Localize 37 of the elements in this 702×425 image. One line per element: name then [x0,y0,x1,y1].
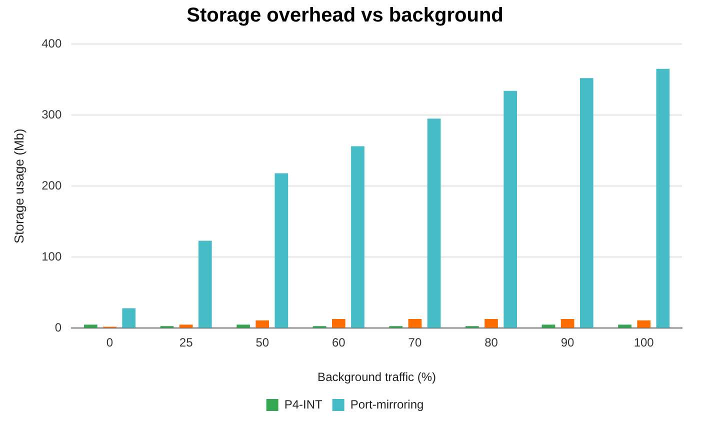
x-tick-label: 80 [484,336,498,350]
bar [332,318,346,328]
bar [484,318,498,328]
bar [122,308,136,328]
x-tick-label: 0 [106,336,114,350]
bar [84,324,98,328]
bar [656,68,670,328]
bar [637,320,651,328]
bar [198,240,212,328]
legend-label: P4-INT [284,397,323,412]
bar [256,320,270,328]
y-tick-label: 200 [42,178,62,192]
x-tick-label: 70 [408,336,422,350]
y-axis-title: Storage usage (Mb) [11,128,26,244]
x-tick-label: 90 [560,336,575,350]
y-tick-label: 300 [42,107,62,122]
bar [427,118,441,328]
x-tick-label: 25 [179,336,194,350]
bar [560,318,574,328]
bar [580,78,594,328]
x-axis-title: Background traffic (%) [318,370,436,384]
x-tick-label: 100 [634,336,654,350]
y-tick-label: 100 [42,249,62,264]
bar [618,324,632,328]
bar [408,318,422,328]
y-tick-label: 400 [42,36,62,50]
legend-label: Port-mirroring [350,397,424,412]
bar [542,324,556,328]
bar [504,90,518,328]
y-tick-label: 0 [54,320,62,335]
bar [236,324,250,328]
x-tick-label: 60 [332,336,346,350]
x-tick-label: 50 [256,336,270,350]
bar [274,173,288,328]
bar [351,146,364,328]
bar [179,324,193,328]
chart-title: Storage overhead vs background [186,4,504,27]
